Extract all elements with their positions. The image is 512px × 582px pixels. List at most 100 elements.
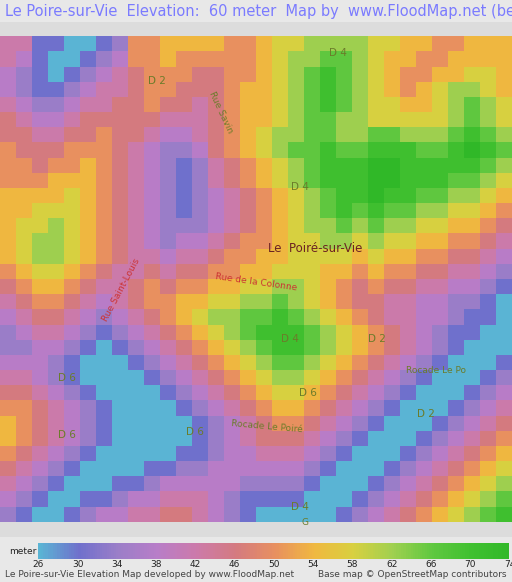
Bar [451, 543, 453, 559]
Bar [227, 543, 229, 559]
Bar [199, 543, 201, 559]
Bar [255, 543, 258, 559]
Bar [413, 543, 415, 559]
Bar [312, 543, 314, 559]
Bar [241, 543, 243, 559]
Bar [361, 543, 364, 559]
Bar [140, 543, 142, 559]
Bar [283, 543, 286, 559]
Bar [159, 543, 161, 559]
Bar [163, 543, 165, 559]
Bar [116, 543, 118, 559]
Text: meter: meter [9, 546, 36, 556]
Bar [288, 543, 290, 559]
Bar [46, 543, 48, 559]
Bar [467, 543, 470, 559]
Bar [81, 543, 83, 559]
Bar [380, 543, 382, 559]
Bar [408, 543, 411, 559]
Bar [243, 543, 246, 559]
Bar [130, 543, 133, 559]
Bar [76, 543, 78, 559]
Bar [144, 543, 147, 559]
Bar [399, 543, 401, 559]
Text: 62: 62 [386, 560, 397, 569]
Bar [59, 543, 62, 559]
Text: 26: 26 [33, 560, 44, 569]
Bar [212, 543, 215, 559]
Bar [274, 543, 276, 559]
Bar [100, 543, 102, 559]
Bar [196, 543, 199, 559]
Bar [279, 543, 281, 559]
Bar [69, 543, 71, 559]
Bar [224, 543, 227, 559]
Bar [191, 543, 194, 559]
Bar [387, 543, 389, 559]
Bar [500, 543, 502, 559]
Bar [295, 543, 297, 559]
Text: D 6: D 6 [186, 427, 204, 437]
Text: Rue Savin: Rue Savin [207, 90, 234, 134]
Bar [479, 543, 481, 559]
Bar [65, 543, 67, 559]
Bar [239, 543, 241, 559]
Bar [271, 543, 274, 559]
Text: D 6: D 6 [299, 388, 316, 398]
Bar [465, 543, 467, 559]
Text: 74: 74 [504, 560, 512, 569]
Bar [488, 543, 490, 559]
Bar [128, 543, 130, 559]
Bar [316, 543, 318, 559]
Bar [41, 543, 43, 559]
Text: Rocade Le Poiré: Rocade Le Poiré [230, 419, 303, 434]
Text: Rue de la Colonne: Rue de la Colonne [215, 272, 298, 293]
Bar [290, 543, 293, 559]
Bar [434, 543, 436, 559]
Bar [48, 543, 50, 559]
Bar [71, 543, 74, 559]
Text: D 2: D 2 [368, 334, 386, 344]
Bar [78, 543, 81, 559]
Text: 66: 66 [425, 560, 437, 569]
Bar [293, 543, 295, 559]
Bar [125, 543, 128, 559]
Bar [189, 543, 191, 559]
Bar [95, 543, 97, 559]
Bar [152, 543, 154, 559]
Text: D 4: D 4 [291, 182, 309, 192]
Bar [337, 543, 340, 559]
Bar [490, 543, 493, 559]
Bar [156, 543, 159, 559]
Text: D 2: D 2 [417, 409, 434, 419]
Bar [168, 543, 170, 559]
Bar [321, 543, 324, 559]
Bar [133, 543, 135, 559]
Bar [234, 543, 236, 559]
Bar [307, 543, 309, 559]
Bar [231, 543, 234, 559]
Text: D 2: D 2 [148, 76, 165, 86]
Text: Rue Saint-Louis: Rue Saint-Louis [100, 257, 141, 323]
Bar [382, 543, 385, 559]
Text: D 4: D 4 [281, 334, 298, 344]
Text: Rocade Le Po: Rocade Le Po [406, 365, 466, 375]
Bar [194, 543, 196, 559]
Text: 54: 54 [308, 560, 319, 569]
Bar [104, 543, 106, 559]
Bar [262, 543, 265, 559]
Bar [206, 543, 208, 559]
Bar [305, 543, 307, 559]
Text: Le Poire-sur-Vie Elevation Map developed by www.FloodMap.net: Le Poire-sur-Vie Elevation Map developed… [5, 570, 294, 579]
Bar [418, 543, 420, 559]
Bar [477, 543, 479, 559]
Bar [448, 543, 451, 559]
Bar [470, 543, 472, 559]
Bar [184, 543, 187, 559]
Bar [330, 543, 333, 559]
Bar [347, 543, 349, 559]
Bar [474, 543, 477, 559]
Bar [401, 543, 403, 559]
Bar [483, 543, 486, 559]
Bar [502, 543, 505, 559]
